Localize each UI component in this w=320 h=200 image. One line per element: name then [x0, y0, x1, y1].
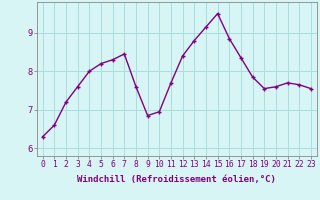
- X-axis label: Windchill (Refroidissement éolien,°C): Windchill (Refroidissement éolien,°C): [77, 175, 276, 184]
